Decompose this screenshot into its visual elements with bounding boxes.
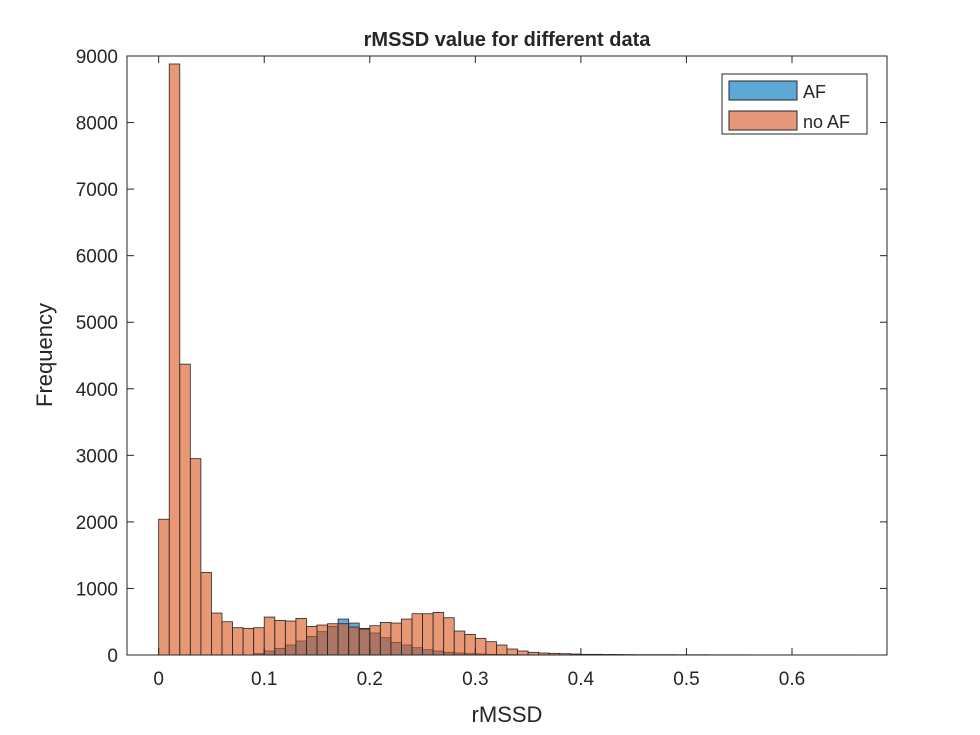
x-tick-label: 0.3 bbox=[462, 669, 488, 690]
no-af-bar bbox=[485, 641, 497, 656]
no-af-bar bbox=[211, 612, 223, 656]
no-af-bar bbox=[379, 621, 392, 656]
legend: AF no AF bbox=[721, 73, 868, 135]
y-tick-label: 8000 bbox=[76, 114, 118, 135]
no-af-bar bbox=[506, 648, 518, 656]
no-af-bar bbox=[295, 617, 307, 656]
no-af-bar bbox=[221, 621, 233, 656]
no-af-bar bbox=[316, 624, 328, 656]
y-tick-label: 1000 bbox=[76, 579, 118, 600]
no-af-bar bbox=[200, 572, 212, 656]
no-af-bar bbox=[242, 627, 255, 656]
no-af-bar bbox=[390, 622, 402, 656]
y-tick-label: 3000 bbox=[76, 446, 118, 467]
no-af-bar bbox=[358, 628, 371, 656]
no-af-bar bbox=[464, 633, 476, 656]
y-tick-label: 7000 bbox=[76, 180, 118, 201]
x-tick-label: 0.2 bbox=[357, 669, 383, 690]
x-tick-label: 0.1 bbox=[251, 669, 277, 690]
x-tick-label: 0.4 bbox=[568, 669, 595, 690]
no-af-bar bbox=[232, 627, 244, 656]
no-af-bar bbox=[274, 619, 286, 656]
y-axis-label: Frequency bbox=[32, 303, 57, 407]
no-af-bar bbox=[411, 613, 423, 656]
y-tick-label: 9000 bbox=[76, 47, 118, 68]
no-af-bar bbox=[327, 623, 339, 656]
legend-label-no-af: no AF bbox=[803, 112, 850, 132]
y-tick-label: 0 bbox=[107, 646, 118, 667]
x-axis-label: rMSSD bbox=[472, 702, 543, 727]
chart-title: rMSSD value for different data bbox=[364, 29, 652, 51]
no-af-bar bbox=[401, 618, 413, 656]
no-af-bar bbox=[474, 637, 487, 656]
no-af-bar bbox=[253, 627, 265, 656]
no-af-bar bbox=[422, 613, 434, 656]
y-tick-label: 2000 bbox=[76, 513, 118, 534]
no-af-bar bbox=[189, 458, 202, 656]
no-af-bar bbox=[158, 518, 170, 656]
x-tick-label: 0 bbox=[153, 669, 164, 690]
axes-frame bbox=[126, 55, 888, 656]
legend-swatch-af bbox=[728, 80, 798, 101]
no-af-bar bbox=[337, 623, 350, 656]
no-af-bar bbox=[168, 63, 181, 656]
no-af-bar bbox=[284, 620, 297, 656]
x-tick-label: 0.6 bbox=[779, 669, 805, 690]
no-af-bar bbox=[179, 363, 191, 656]
y-tick-label: 6000 bbox=[76, 247, 118, 268]
y-tick-label: 5000 bbox=[76, 313, 118, 334]
no-af-bar bbox=[432, 612, 445, 656]
axes-background bbox=[127, 56, 887, 655]
no-af-bar bbox=[306, 625, 318, 656]
no-af-bar bbox=[348, 626, 360, 656]
no-af-bar bbox=[263, 616, 276, 656]
axis-ticks: 0 0.1 0.2 0.3 0.4 0.5 0.6 0 1000 2000 3000 4000 5000… bbox=[76, 47, 887, 690]
no-af-bar bbox=[453, 630, 466, 656]
legend-label-af: AF bbox=[803, 82, 826, 102]
no-af-bar bbox=[369, 625, 381, 656]
x-tick-label: 0.5 bbox=[673, 669, 699, 690]
no-af-bar bbox=[443, 617, 455, 656]
no-af-bar bbox=[496, 644, 508, 656]
y-tick-label: 4000 bbox=[76, 380, 118, 401]
legend-swatch-no-af bbox=[728, 110, 798, 131]
no-af-bar bbox=[517, 650, 529, 656]
